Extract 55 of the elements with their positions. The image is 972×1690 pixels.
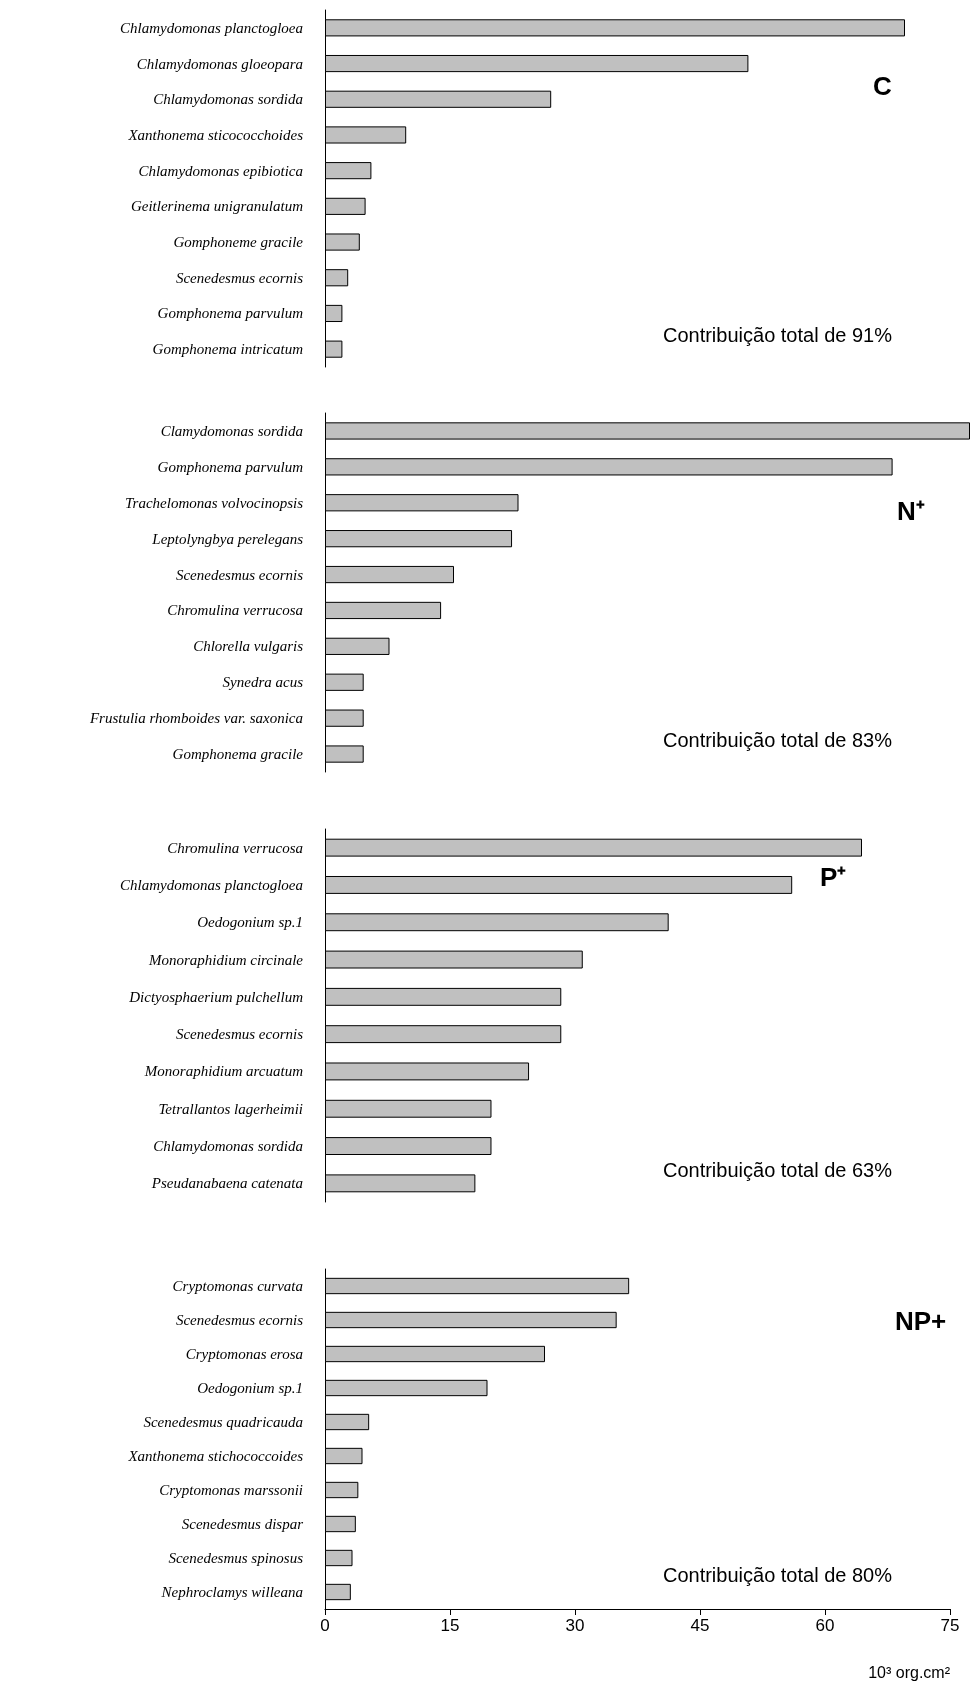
x-tick-label: 15 bbox=[440, 1616, 460, 1635]
y-tick-label: Pseudanabaena catenata bbox=[150, 1175, 303, 1192]
y-tick-label: Scenedesmus ecornis bbox=[175, 1312, 304, 1328]
y-tick-label: Cryptomonas marssonii bbox=[159, 1482, 303, 1498]
y-tick-label: Scenedesmus ecornis bbox=[175, 269, 304, 286]
annotation: Contribuição total de 83% bbox=[662, 729, 893, 751]
y-tick-label: Monoraphidium circinale bbox=[147, 951, 304, 968]
text: P⁺ bbox=[820, 862, 847, 892]
y-tick-label: Synedra acus bbox=[222, 674, 304, 691]
y-tick-label: Oedogonium sp.1 bbox=[197, 914, 303, 931]
x-tick-label: 0 bbox=[320, 1616, 330, 1635]
y-tick-label: Oedogonium sp.1 bbox=[197, 1380, 303, 1396]
y-tick-label: Trachelomonas volvocinopsis bbox=[125, 494, 304, 511]
x-tick-label: 60 bbox=[815, 1616, 835, 1635]
y-tick-label: Tetrallantos lagerheimii bbox=[158, 1100, 303, 1117]
y-tick-label: Geitlerinema unigranulatum bbox=[130, 198, 304, 215]
x-tick-label: 45 bbox=[690, 1616, 710, 1635]
text: N⁺ bbox=[897, 496, 925, 526]
text: C bbox=[873, 71, 892, 101]
y-tick-label: Gomphonema intricatum bbox=[152, 341, 304, 358]
y-tick-label: Xanthonema sticococchoides bbox=[127, 126, 304, 143]
y-tick-label: Chlamydomonas sordida bbox=[153, 1138, 303, 1155]
y-tick-label: Chromulina verrucosa bbox=[167, 839, 303, 856]
y-tick-label: Gomphonema gracile bbox=[172, 746, 304, 763]
y-tick-label: Chlamydomonas epibiotica bbox=[138, 162, 303, 179]
y-tick-label: Monoraphidium arcuatum bbox=[143, 1063, 304, 1080]
y-tick-label: Leptolyngbya perelegans bbox=[151, 530, 304, 547]
y-tick-label: Xanthonema stichococcoides bbox=[127, 1448, 304, 1464]
y-tick-label: Gomphoneme gracile bbox=[173, 234, 304, 251]
y-tick-label: Chlamydomonas planctogloea bbox=[120, 876, 303, 893]
x-axis-title: 10³ org.cm² bbox=[868, 1663, 951, 1681]
y-tick-label: Scenedesmus ecornis bbox=[175, 566, 304, 583]
y-tick-label: Chlamydomonas sordida bbox=[153, 91, 303, 108]
text: NP+ bbox=[895, 1306, 947, 1336]
y-tick-label: Cryptomonas erosa bbox=[185, 1346, 303, 1362]
y-tick-label: Gomphonema parvulum bbox=[157, 305, 304, 322]
y-tick-label: Cryptomonas curvata bbox=[172, 1278, 303, 1294]
y-tick-label: Scenedesmus quadricauda bbox=[143, 1414, 303, 1430]
y-tick-label: Chlorella vulgaris bbox=[193, 638, 304, 655]
x-tick-label: 75 bbox=[940, 1616, 960, 1635]
x-tick-label: 30 bbox=[565, 1616, 585, 1635]
y-tick-label: Scenedesmus dispar bbox=[181, 1516, 304, 1532]
y-tick-label: Dictyosphaerium pulchellum bbox=[128, 988, 304, 1005]
y-tick-label: Chlamydomonas planctogloea bbox=[120, 19, 303, 36]
y-tick-label: Scenedesmus spinosus bbox=[168, 1550, 304, 1566]
y-tick-label: Scenedesmus ecornis bbox=[175, 1026, 304, 1043]
annotation: Contribuição total de 63% bbox=[662, 1159, 893, 1181]
y-tick-label: Chlamydomonas gloeopara bbox=[136, 55, 303, 72]
y-tick-label: Frustulia rhomboides var. saxonica bbox=[88, 710, 303, 727]
annotation: Contribuição total de 80% bbox=[662, 1564, 893, 1586]
y-tick-label: Chromulina verrucosa bbox=[167, 602, 303, 619]
annotation: Contribuição total de 91% bbox=[662, 324, 893, 346]
y-tick-label: Clamydomonas sordida bbox=[160, 422, 303, 439]
y-tick-label: Nephroclamys willeana bbox=[160, 1584, 303, 1600]
y-tick-label: Gomphonema parvulum bbox=[157, 458, 304, 475]
